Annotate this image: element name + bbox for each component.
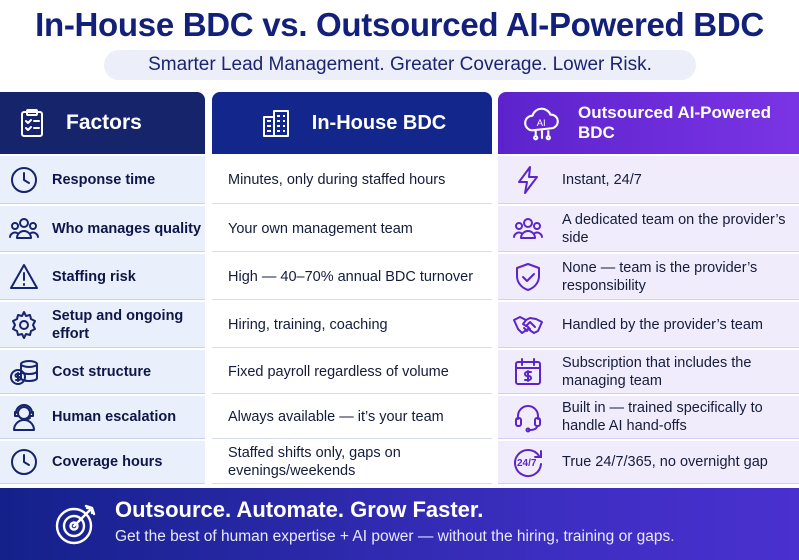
factor-label: Staffing risk [52, 268, 136, 285]
factor-label: Human escalation [52, 409, 177, 425]
outsourced-text: Subscription that includes the managing … [562, 354, 752, 389]
factor-label: Cost structure [52, 363, 152, 380]
factor-label: Response time [52, 171, 156, 188]
outsourced-text: Handled by the provider’s team [562, 316, 763, 333]
factor-cell: Response time [0, 156, 205, 204]
factor-label: Setup and ongoing effort [52, 307, 184, 342]
subtitle: Smarter Lead Management. Greater Coverag… [104, 50, 696, 80]
inhouse-cell: Hiring, training, coaching [212, 302, 492, 348]
inhouse-text: High — 40–70% annual BDC turnover [228, 268, 474, 285]
page-title: In-House BDC vs. Outsourced AI-Powered B… [35, 6, 764, 43]
footer-headline: Outsource. Automate. Grow Faster. [115, 497, 484, 522]
clock-icon [6, 444, 42, 480]
factor-label: Who manages quality [52, 220, 202, 237]
clock-icon [6, 162, 42, 198]
coins-icon [6, 354, 42, 390]
inhouse-cell: Staffed shifts only, gaps on evenings/we… [212, 441, 492, 484]
inhouse-text: Your own management team [228, 220, 413, 237]
svg-text:24/7: 24/7 [517, 458, 537, 469]
outsourced-text: Built in — trained specifically to handl… [562, 400, 763, 434]
svg-text:AI: AI [537, 118, 546, 129]
inhouse-text: Staffed shifts only, gaps on evenings/we… [228, 445, 401, 479]
inhouse-cell: High — 40–70% annual BDC turnover [212, 254, 492, 300]
outsourced-text: None — team is the provider’s responsibi… [562, 259, 758, 294]
table-row: Response time Minutes, only during staff… [0, 156, 799, 204]
clipboard-checklist-icon [14, 105, 50, 141]
factor-cell: Who manages quality [0, 206, 205, 252]
footer-banner: Outsource. Automate. Grow Faster. Get th… [0, 488, 799, 560]
outsourced-cell: Subscription that includes the managing … [498, 350, 799, 394]
footer-subline: Get the best of human expertise + AI pow… [115, 528, 675, 545]
table-row: Who manages quality Your own management … [0, 206, 799, 252]
24-7-icon: 24/7 [510, 444, 546, 480]
target-arrow-icon [52, 500, 100, 548]
outsourced-cell: 24/7 True 24/7/365, no overnight gap [498, 441, 799, 484]
handshake-icon [510, 307, 546, 343]
factor-label: Coverage hours [52, 454, 163, 470]
factor-cell: Cost structure [0, 350, 205, 394]
header-outsourced-label: Outsourced AI-Powered BDC [578, 103, 772, 142]
inhouse-text: Hiring, training, coaching [228, 316, 388, 333]
outsourced-cell: None — team is the provider’s responsibi… [498, 254, 799, 300]
inhouse-cell: Minutes, only during staffed hours [212, 156, 492, 204]
table-row: Staffing risk High — 40–70% annual BDC t… [0, 254, 799, 300]
ai-cloud-icon: AI [520, 101, 564, 145]
inhouse-cell: Fixed payroll regardless of volume [212, 350, 492, 394]
lightning-icon [510, 162, 546, 198]
office-building-icon [258, 105, 294, 141]
factor-cell: Coverage hours [0, 441, 205, 484]
header-inhouse: In-House BDC [212, 92, 492, 154]
outsourced-text: Instant, 24/7 [562, 171, 642, 188]
header-factors: Factors [0, 92, 205, 154]
inhouse-text: Always available — it’s your team [228, 409, 444, 425]
table-row: Setup and ongoing effort Hiring, trainin… [0, 302, 799, 348]
inhouse-text: Minutes, only during staffed hours [228, 171, 446, 188]
factor-cell: Setup and ongoing effort [0, 302, 205, 348]
headset-icon [510, 399, 546, 435]
table-row: Human escalation Always available — it’s… [0, 396, 799, 439]
outsourced-text: A dedicated team on the provider’s side [562, 211, 786, 246]
headset-agent-icon [6, 399, 42, 435]
calendar-dollar-icon [510, 354, 546, 390]
warning-icon [6, 259, 42, 295]
team-icon [510, 211, 546, 247]
factor-cell: Human escalation [0, 396, 205, 439]
outsourced-cell: Built in — trained specifically to handl… [498, 396, 799, 439]
header-inhouse-label: In-House BDC [311, 111, 447, 134]
inhouse-text: Fixed payroll regardless of volume [228, 363, 449, 380]
shield-check-icon [510, 259, 546, 295]
outsourced-cell: A dedicated team on the provider’s side [498, 206, 799, 252]
header-outsourced: AI Outsourced AI-Powered BDC [498, 92, 799, 154]
factor-cell: Staffing risk [0, 254, 205, 300]
header-factors-label: Factors [66, 111, 142, 134]
outsourced-text: True 24/7/365, no overnight gap [562, 454, 768, 470]
inhouse-cell: Always available — it’s your team [212, 396, 492, 439]
inhouse-cell: Your own management team [212, 206, 492, 252]
outsourced-cell: Instant, 24/7 [498, 156, 799, 204]
outsourced-cell: Handled by the provider’s team [498, 302, 799, 348]
table-row: Coverage hours Staffed shifts only, gaps… [0, 441, 799, 484]
team-icon [6, 211, 42, 247]
table-row: Cost structure Fixed payroll regardless … [0, 350, 799, 394]
gear-icon [6, 307, 42, 343]
